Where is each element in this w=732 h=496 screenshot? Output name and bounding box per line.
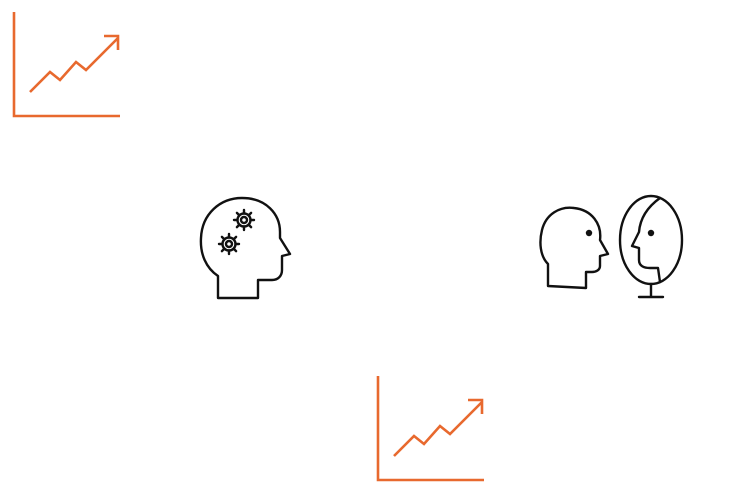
growth-chart-icon: [376, 376, 484, 482]
head-with-gears-icon: [199, 196, 292, 300]
growth-chart-icon: [12, 12, 120, 118]
head-facing-mirror-icon: [539, 194, 684, 299]
